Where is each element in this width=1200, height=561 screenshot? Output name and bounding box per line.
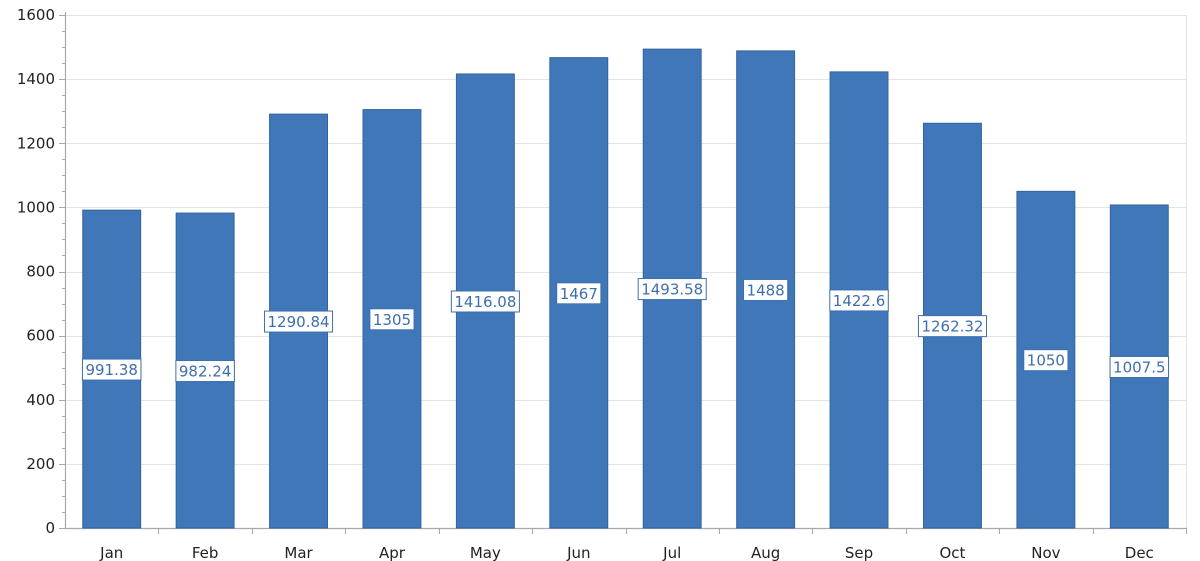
y-tick-label: 400 <box>26 391 55 409</box>
data-label-text: 1007.5 <box>1113 358 1166 376</box>
data-label-box <box>743 278 789 301</box>
gridlines <box>65 15 1187 529</box>
data-label-text: 982.24 <box>179 363 232 381</box>
x-tick-label: Sep <box>845 544 873 561</box>
y-tick-label: 600 <box>26 327 55 345</box>
data-label-oct: 1262.32 <box>917 315 987 338</box>
x-tick-label: Oct <box>939 544 965 561</box>
y-tick-label: 800 <box>26 263 55 281</box>
axes <box>59 12 1187 534</box>
data-label-text: 1422.6 <box>833 292 886 310</box>
data-label-box <box>829 289 889 312</box>
data-label-text: 1305 <box>373 311 411 329</box>
data-label-text: 1290.84 <box>268 313 330 331</box>
data-label-box <box>264 310 334 333</box>
x-tick-label: Jan <box>99 544 123 561</box>
x-tick-label: Dec <box>1125 544 1154 561</box>
x-tick-label: Nov <box>1031 544 1060 561</box>
data-label-box <box>175 360 235 383</box>
data-label-jun: 1467 <box>556 282 602 305</box>
data-label-text: 1050 <box>1027 352 1065 370</box>
x-tick-label: Jul <box>662 544 681 561</box>
y-axis-ticks: 0 200 400 600 800 1000 1200 1400 1600 <box>17 6 55 537</box>
data-label-box <box>81 358 142 381</box>
data-label-box <box>450 290 520 313</box>
data-label-text: 1416.08 <box>454 293 516 311</box>
y-tick-label: 1200 <box>17 134 55 152</box>
y-tick-label: 0 <box>45 519 55 537</box>
data-label-apr: 1305 <box>369 308 415 331</box>
x-tick-label: Aug <box>751 544 780 561</box>
data-label-jan: 991.38 <box>81 358 142 381</box>
x-tick-label: Mar <box>284 544 313 561</box>
data-label-mar: 1290.84 <box>264 310 334 333</box>
y-tick-label: 1400 <box>17 70 55 88</box>
y-tick-label: 1000 <box>17 198 55 216</box>
data-label-dec: 1007.5 <box>1109 355 1170 378</box>
x-tick-label: May <box>470 544 501 561</box>
data-label-box <box>1023 349 1069 372</box>
y-tick-label: 1600 <box>17 6 55 24</box>
data-label-box <box>556 282 602 305</box>
data-label-text: 1467 <box>560 285 598 303</box>
bars <box>82 48 1169 529</box>
y-tick-label: 200 <box>26 455 55 473</box>
data-label-feb: 982.24 <box>175 360 235 383</box>
x-tick-label: Apr <box>379 544 406 561</box>
data-label-text: 1262.32 <box>921 318 983 336</box>
data-labels: 991.38 982.24 1290.84 1305 1416.08 1467 1493.5… <box>81 278 1170 383</box>
data-label-box <box>1109 355 1170 378</box>
data-label-text: 1493.58 <box>641 281 703 299</box>
data-label-nov: 1050 <box>1023 349 1069 372</box>
data-label-text: 1488 <box>747 281 785 299</box>
data-label-may: 1416.08 <box>450 290 520 313</box>
data-label-box <box>369 308 415 331</box>
data-label-text: 991.38 <box>85 361 138 379</box>
data-label-jul: 1493.58 <box>637 278 707 301</box>
x-tick-label: Feb <box>192 544 219 561</box>
x-tick-label: Jun <box>566 544 590 561</box>
data-label-sep: 1422.6 <box>829 289 889 312</box>
data-label-box <box>637 278 707 301</box>
x-axis-ticks: Jan Feb Mar Apr May Jun Jul Aug Sep Oct Nov Dec <box>99 544 1154 561</box>
data-label-aug: 1488 <box>743 278 789 301</box>
data-label-box <box>917 315 987 338</box>
